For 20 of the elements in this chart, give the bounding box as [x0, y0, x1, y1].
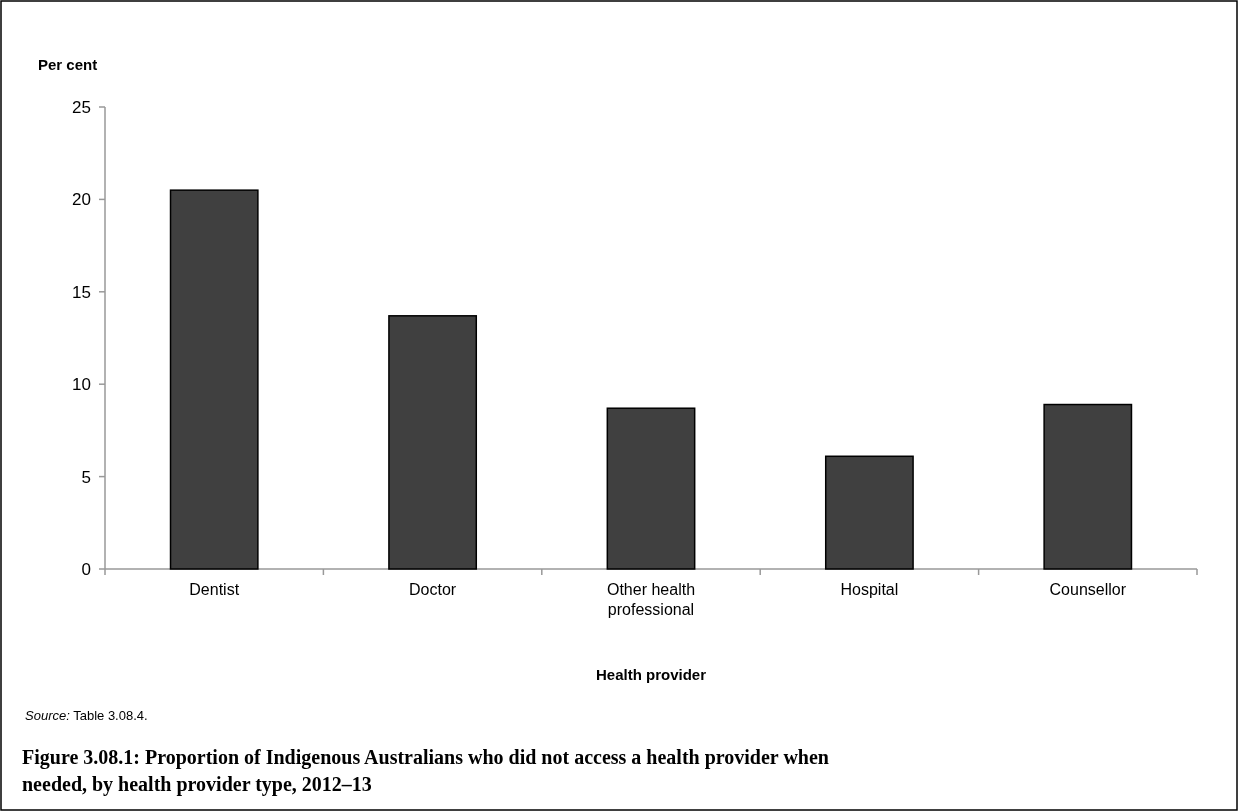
bar	[824, 455, 914, 570]
y-tick-label: 15	[72, 282, 91, 302]
bar	[1043, 403, 1133, 570]
y-tick-label: 5	[81, 467, 91, 487]
y-axis-title: Per cent	[38, 56, 98, 73]
x-tick-label: Other health professional	[606, 581, 696, 618]
y-tick-label: 0	[81, 559, 91, 579]
x-tick-label: Dentist	[189, 581, 240, 598]
x-tick-label: Hospital	[840, 581, 899, 598]
bar	[606, 407, 696, 570]
text: Figure 3.08.1: Proportion of Indigenous Australians who did not access a health provider when needed, by health provider type, 2012–13	[22, 746, 829, 796]
bar	[388, 315, 478, 570]
y-tick-label: 25	[72, 97, 91, 117]
bar	[169, 189, 259, 570]
x-axis-title: Health provider	[595, 666, 707, 683]
y-tick-label: 20	[72, 190, 91, 210]
x-tick-label: Counsellor	[1049, 581, 1127, 598]
y-tick-label: 10	[72, 375, 91, 395]
source-note: Source: Table 3.08.4.	[25, 708, 148, 723]
x-tick-label: Doctor	[409, 581, 457, 598]
